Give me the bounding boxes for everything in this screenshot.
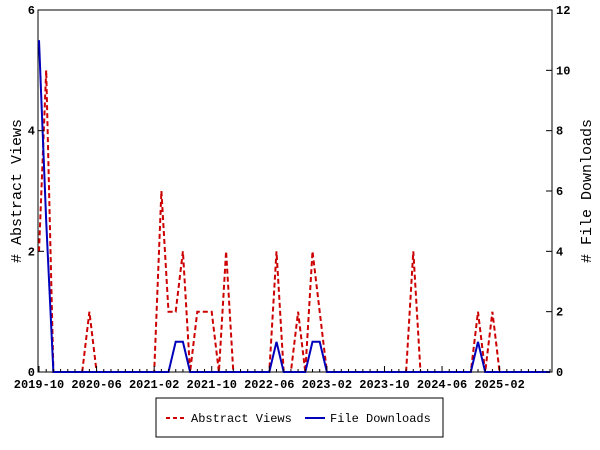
x-tick-label: 2020-06 bbox=[71, 378, 121, 392]
x-tick-label: 2023-02 bbox=[302, 378, 352, 392]
x-tick-label: 2021-02 bbox=[129, 378, 179, 392]
y2-tick-label: 8 bbox=[556, 125, 563, 139]
y-tick-label: 4 bbox=[28, 125, 35, 139]
legend: Abstract Views File Downloads bbox=[155, 397, 444, 438]
y2-tick-label: 2 bbox=[556, 306, 563, 320]
y-tick-label: 6 bbox=[28, 4, 35, 18]
y-tick-label: 2 bbox=[28, 245, 35, 259]
plot-area bbox=[37, 9, 553, 373]
series-line-file-downloads bbox=[38, 40, 550, 373]
legend-label-abstract-views: Abstract Views bbox=[191, 412, 292, 426]
y2-tick-label: 0 bbox=[556, 366, 563, 380]
y2-tick-label: 6 bbox=[556, 185, 563, 199]
y-tick-label: 0 bbox=[28, 366, 35, 380]
x-tick-label: 2025-02 bbox=[474, 378, 524, 392]
y2-tick-label: 12 bbox=[556, 4, 570, 18]
x-tick-label: 2023-10 bbox=[359, 378, 409, 392]
legend-box bbox=[155, 397, 444, 438]
legend-label-file-downloads: File Downloads bbox=[330, 412, 431, 426]
y2-tick-label: 4 bbox=[556, 245, 563, 259]
y-axis-title: # Abstract Views bbox=[9, 119, 26, 263]
x-tick-label: 2022-06 bbox=[244, 378, 294, 392]
x-tick-label: 2019-10 bbox=[14, 378, 64, 392]
y2-axis-title: # File Downloads bbox=[579, 119, 596, 263]
x-tick-label: 2024-06 bbox=[417, 378, 467, 392]
x-tick-label: 2021-10 bbox=[187, 378, 237, 392]
y2-tick-label: 10 bbox=[556, 64, 570, 78]
